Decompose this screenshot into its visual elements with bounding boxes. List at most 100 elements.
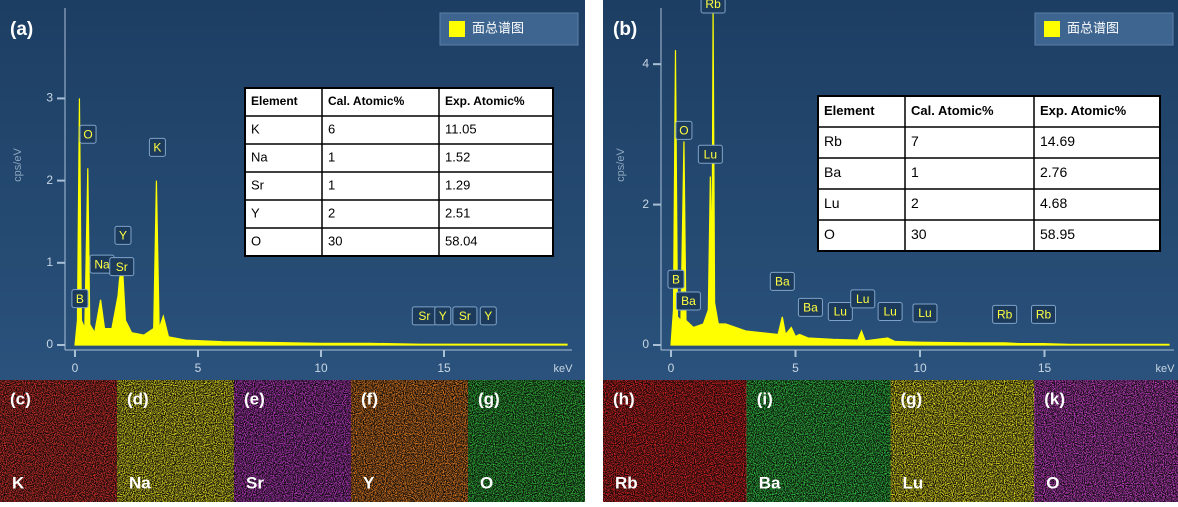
- table-cell: 7: [911, 133, 919, 149]
- x-unit: keV: [554, 363, 574, 375]
- table-cell: 4.68: [1040, 195, 1067, 211]
- table-header: Element: [824, 103, 875, 118]
- map-panel-label: (d): [127, 389, 149, 408]
- table-header: Exp. Atomic%: [445, 94, 525, 108]
- peak-label: Ba: [775, 275, 790, 289]
- table-cell: 11.05: [445, 121, 477, 136]
- table-cell: Y: [251, 205, 260, 220]
- table-cell: 2.51: [445, 205, 470, 220]
- x-tick-label: 15: [1038, 361, 1052, 375]
- table-cell: 1.29: [445, 177, 470, 192]
- peak-label: Na: [94, 257, 110, 271]
- map-element-label: O: [1046, 473, 1059, 492]
- peak-label: Lu: [834, 305, 847, 319]
- legend-swatch: [1044, 21, 1060, 37]
- map-panel-label: (c): [10, 389, 31, 408]
- y-tick-label: 2: [642, 197, 649, 211]
- y-tick-label: 0: [642, 337, 649, 351]
- legend-swatch: [449, 21, 465, 37]
- peak-label: B: [672, 272, 680, 286]
- table-cell: O: [251, 233, 261, 248]
- x-tick-label: 15: [437, 361, 451, 375]
- table-cell: Ba: [824, 164, 841, 180]
- peak-label: Sr: [116, 260, 128, 274]
- y-axis-label: cps/eV: [12, 148, 24, 182]
- peak-label: Ba: [803, 300, 818, 314]
- x-tick-label: 5: [195, 361, 202, 375]
- peak-label: Rb: [1036, 308, 1052, 322]
- map-element-label: Na: [129, 473, 151, 492]
- x-tick-label: 5: [792, 361, 799, 375]
- table-header: Cal. Atomic%: [328, 94, 405, 108]
- peak-label: Y: [439, 309, 447, 323]
- figure: 0123051015keVcps/eV(a)面总谱图BONaSrYKSrYSrY…: [0, 0, 1178, 502]
- table-background: [818, 96, 1160, 251]
- peak-label: Ba: [681, 294, 696, 308]
- table-cell: Lu: [824, 195, 840, 211]
- map-element-label: Ba: [759, 473, 781, 492]
- table-cell: 1.52: [445, 149, 470, 164]
- y-tick-label: 3: [46, 91, 53, 105]
- table-cell: Sr: [251, 177, 265, 192]
- map-panel-label: (g): [901, 389, 923, 408]
- y-tick-label: 1: [46, 255, 53, 269]
- table-cell: 14.69: [1040, 133, 1075, 149]
- peak-label: Lu: [883, 305, 896, 319]
- x-tick-label: 10: [314, 361, 328, 375]
- map-panel-label: (h): [613, 389, 635, 408]
- table-cell: 58.04: [445, 233, 478, 248]
- map-panel-label: (i): [757, 389, 773, 408]
- peak-label: Lu: [704, 147, 717, 161]
- peak-label: Sr: [459, 309, 471, 323]
- legend-label: 面总谱图: [1067, 20, 1119, 35]
- x-tick-label: 10: [913, 361, 927, 375]
- map-element-label: Rb: [615, 473, 638, 492]
- peak-label: Y: [484, 309, 492, 323]
- peak-label: O: [83, 127, 92, 141]
- peak-label: K: [153, 141, 161, 155]
- peak-label: Sr: [418, 309, 430, 323]
- peak-label: Lu: [856, 292, 869, 306]
- map-element-label: O: [480, 473, 493, 492]
- table-cell: 1: [911, 164, 919, 180]
- map-element-label: Y: [363, 473, 375, 492]
- y-tick-label: 0: [46, 337, 53, 351]
- table-header: Element: [251, 94, 298, 108]
- x-tick-label: 0: [72, 361, 79, 375]
- peak-label: O: [679, 124, 688, 138]
- map-element-label: Lu: [903, 473, 924, 492]
- table-cell: O: [824, 226, 835, 242]
- table-cell: 2: [328, 205, 335, 220]
- peak-label: Lu: [918, 306, 931, 320]
- panel-label: (a): [10, 19, 33, 40]
- table-cell: 2.76: [1040, 164, 1067, 180]
- peak-label: Rb: [705, 0, 721, 11]
- peak-label: Y: [119, 229, 127, 243]
- y-axis-label: cps/eV: [615, 148, 627, 182]
- table-cell: Na: [251, 149, 268, 164]
- table-cell: Rb: [824, 133, 842, 149]
- table-header: Exp. Atomic%: [1040, 103, 1127, 118]
- map-element-label: Sr: [246, 473, 264, 492]
- map-panel-label: (f): [361, 389, 378, 408]
- map-panel-label: (g): [478, 389, 500, 408]
- panel-label: (b): [613, 19, 637, 40]
- map-panel-label: (k): [1044, 389, 1065, 408]
- table-cell: 1: [328, 149, 335, 164]
- table-cell: 30: [328, 233, 342, 248]
- map-panel-label: (e): [244, 389, 265, 408]
- y-tick-label: 2: [46, 173, 53, 187]
- peak-label: B: [76, 292, 84, 306]
- table-cell: 30: [911, 226, 927, 242]
- table-cell: 58.95: [1040, 226, 1075, 242]
- x-tick-label: 0: [668, 361, 675, 375]
- table-cell: 2: [911, 195, 919, 211]
- y-tick-label: 4: [642, 56, 649, 70]
- x-unit: keV: [1156, 363, 1176, 375]
- table-cell: 1: [328, 177, 335, 192]
- table-header: Cal. Atomic%: [911, 103, 994, 118]
- table-cell: K: [251, 121, 260, 136]
- map-element-label: K: [12, 473, 25, 492]
- table-cell: 6: [328, 121, 335, 136]
- legend-label: 面总谱图: [472, 20, 524, 35]
